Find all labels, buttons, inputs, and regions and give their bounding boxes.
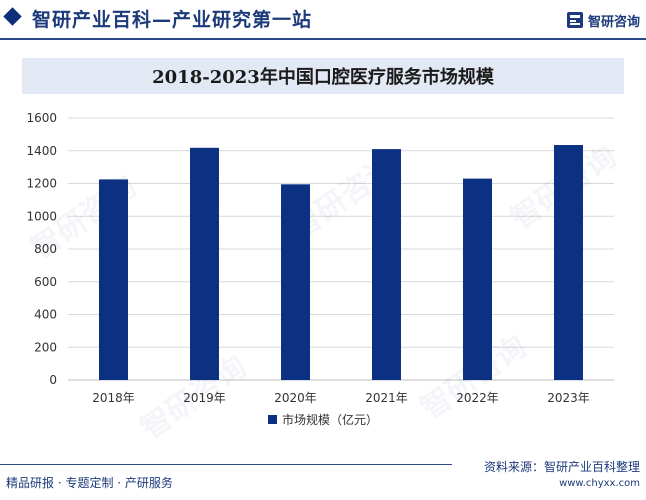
brand[interactable]: 智研咨询 — [566, 9, 640, 31]
chart-title-band: 2018-2023年中国口腔医疗服务市场规模 — [22, 58, 624, 94]
grid-layer — [68, 117, 614, 381]
x-tick-label: 2021年 — [365, 391, 408, 405]
y-tick-label: 1200 — [26, 177, 57, 191]
y-tick-label: 200 — [34, 340, 57, 354]
footer-source: 资料来源：智研产业百科整理 www.chyxx.com — [484, 458, 640, 489]
diamond-icon — [3, 7, 22, 26]
y-tick-label: 400 — [34, 308, 57, 322]
brand-logo-icon — [566, 12, 583, 28]
site-title: 智研产业百科—产业研究第一站 — [32, 9, 313, 31]
footer-tagline: 精品研报 · 专题定制 · 产研服务 — [6, 476, 173, 490]
x-tick-label: 2018年 — [92, 391, 135, 405]
y-tick-label: 800 — [34, 242, 57, 256]
x-tick-label: 2019年 — [183, 391, 226, 405]
y-tick-label: 600 — [34, 275, 57, 289]
legend-swatch — [268, 415, 277, 424]
bar-2018年 — [99, 179, 128, 380]
brand-name: 智研咨询 — [587, 14, 640, 30]
header-divider — [0, 38, 646, 40]
x-tick-label: 2023年 — [547, 391, 590, 405]
bars-layer — [99, 145, 583, 380]
source-url[interactable]: www.chyxx.com — [559, 478, 640, 489]
legend-label: 市场规模（亿元） — [282, 412, 378, 427]
x-axis-ticks: 2018年 2019年 2020年 2021年 2022年 2023年 — [92, 391, 590, 405]
y-tick-label: 1400 — [26, 144, 57, 158]
bar-2022年 — [463, 178, 492, 380]
y-axis-ticks: 0 200 400 600 800 1000 1200 1400 1600 — [26, 111, 57, 387]
footer-divider — [0, 464, 452, 465]
legend: 市场规模（亿元） — [268, 412, 378, 427]
y-tick-label: 1600 — [26, 111, 57, 125]
x-tick-label: 2022年 — [456, 391, 499, 405]
chart-title: 2018-2023年中国口腔医疗服务市场规模 — [152, 67, 494, 88]
y-tick-label: 0 — [49, 373, 57, 387]
header: 智研产业百科—产业研究第一站 智研咨询 — [0, 0, 646, 40]
y-tick-label: 1000 — [26, 209, 57, 223]
source-text: 资料来源：智研产业百科整理 — [483, 460, 640, 474]
bar-2023年 — [554, 145, 583, 380]
bar-2019年 — [190, 147, 219, 380]
bar-2020年 — [281, 184, 310, 380]
bar-chart: 0 200 400 600 800 1000 1200 1400 1600 2018年 2019年… — [26, 111, 614, 427]
x-tick-label: 2020年 — [274, 391, 317, 405]
bar-2021年 — [372, 149, 401, 380]
